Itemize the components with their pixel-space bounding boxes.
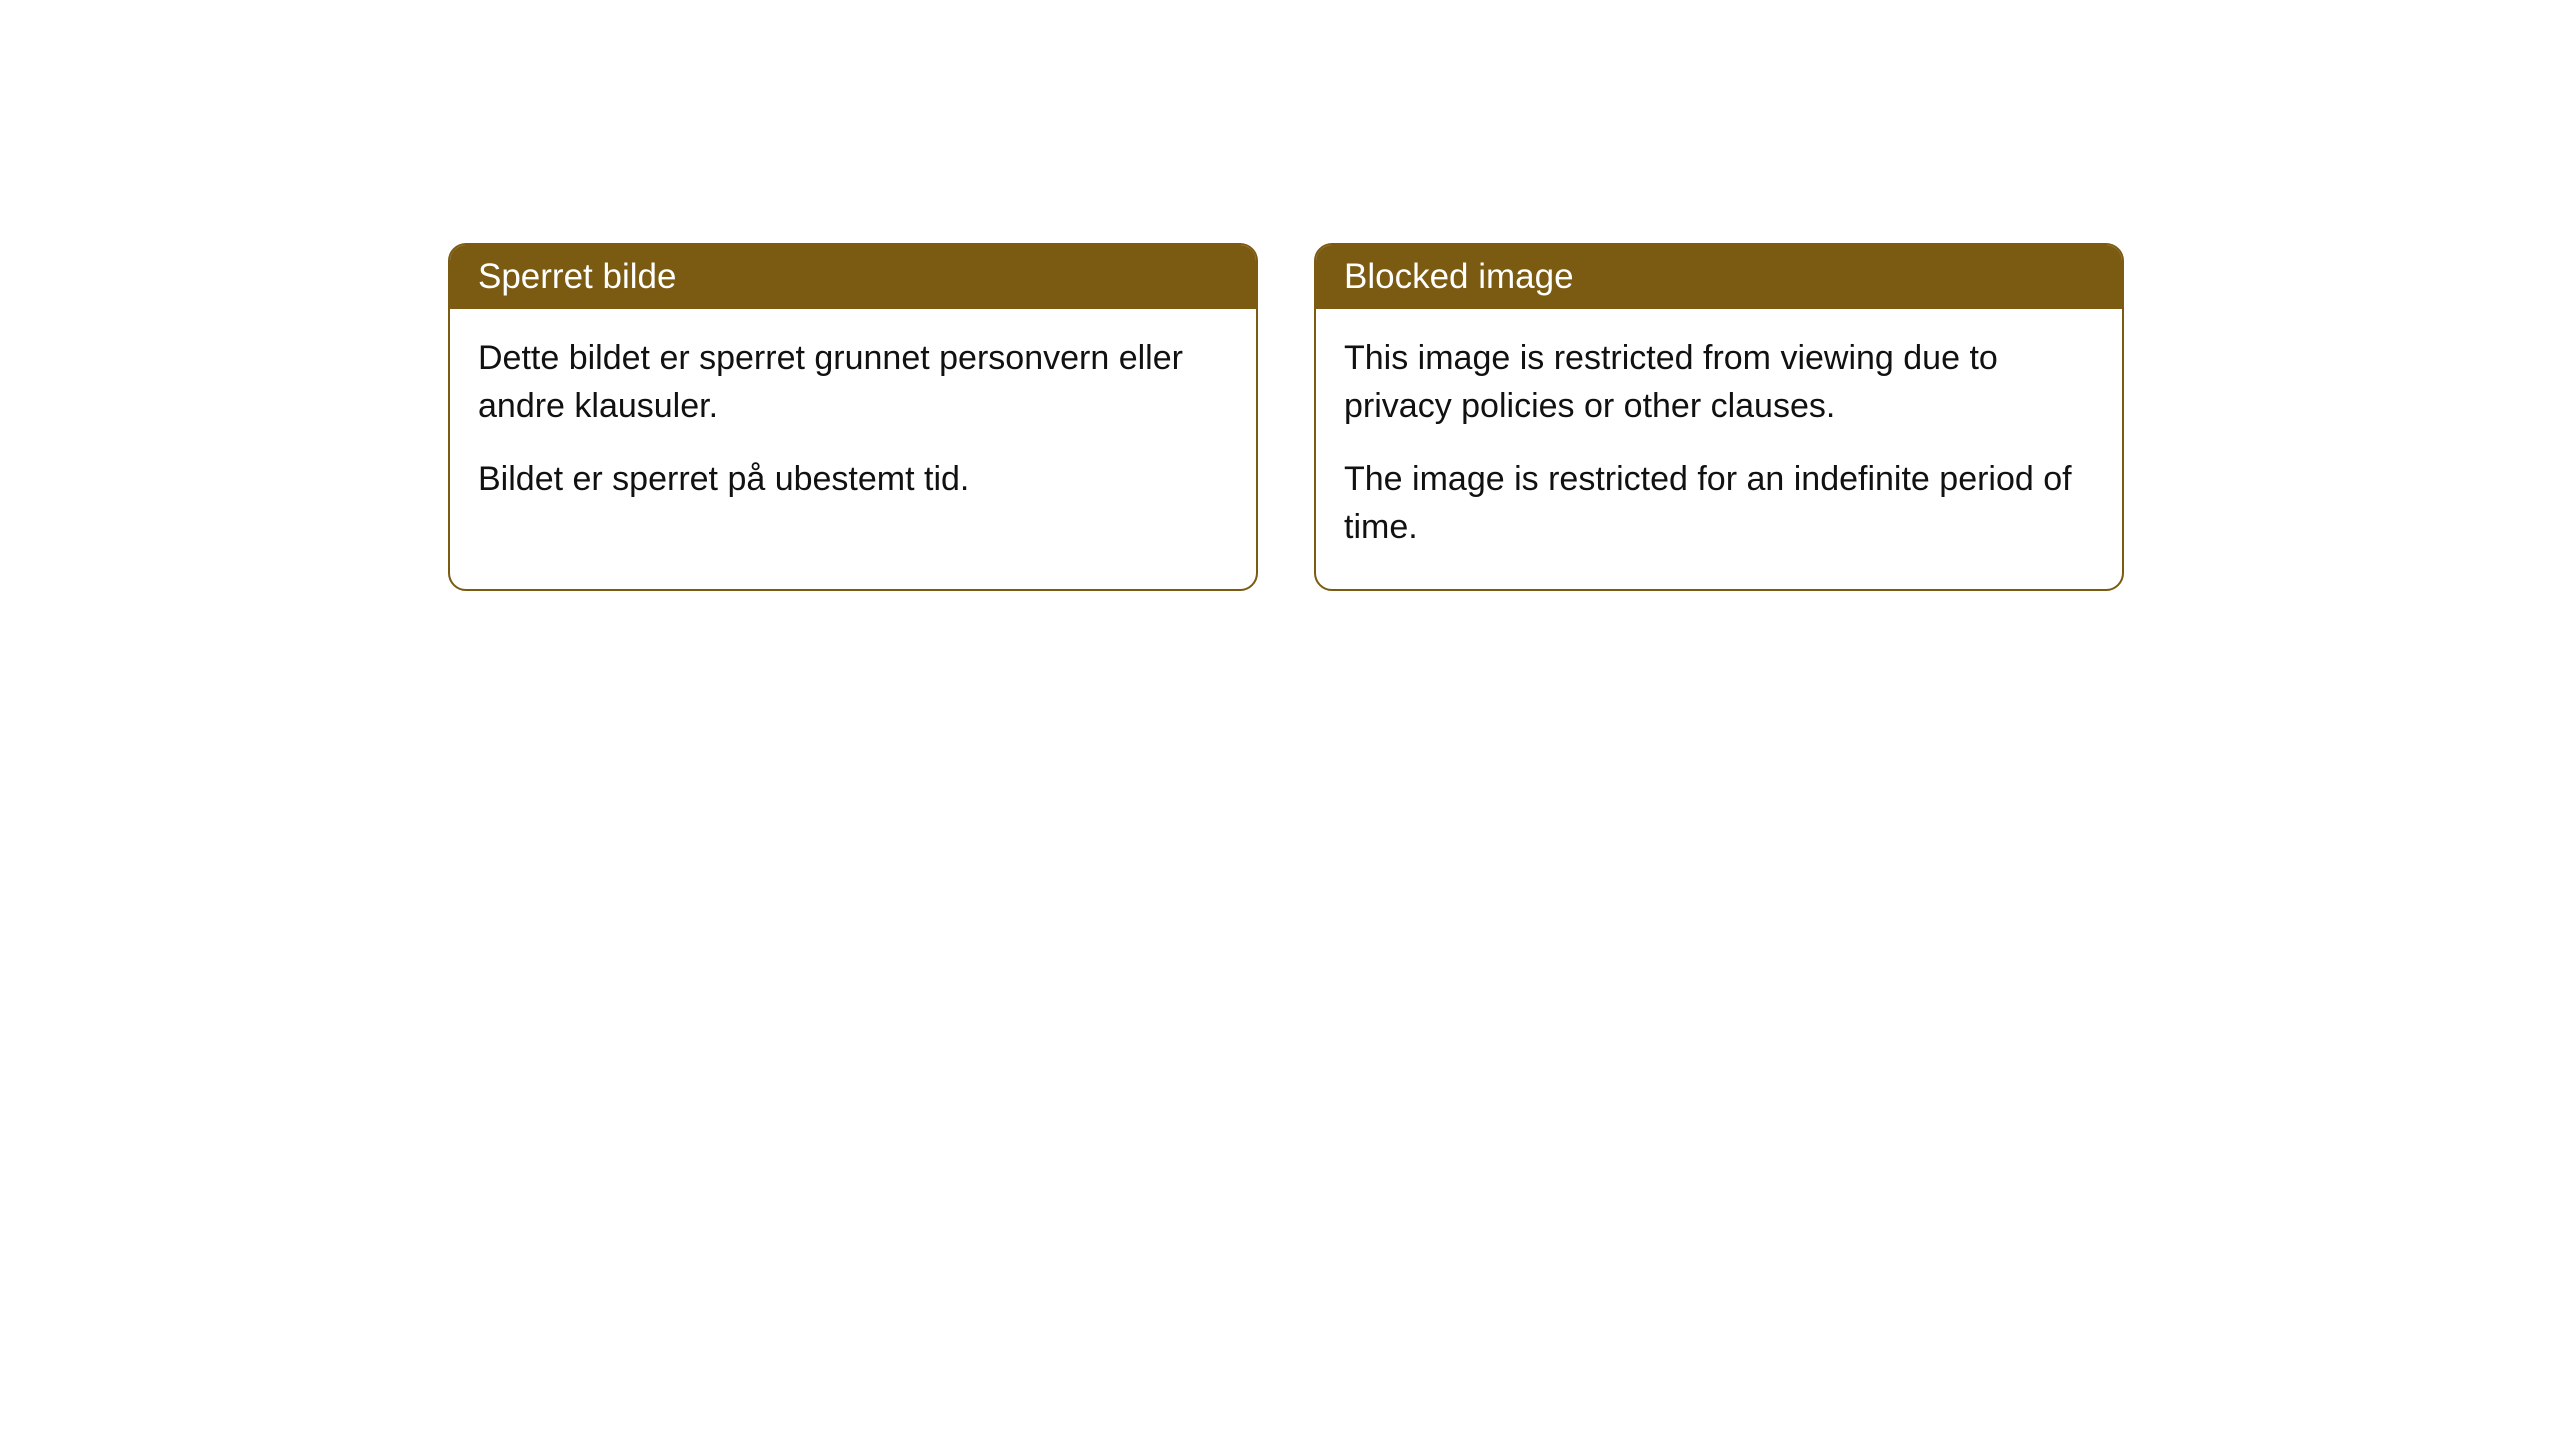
card-paragraph-english-1: This image is restricted from viewing du…: [1344, 335, 2094, 430]
card-paragraph-english-2: The image is restricted for an indefinit…: [1344, 456, 2094, 551]
card-paragraph-norwegian-2: Bildet er sperret på ubestemt tid.: [478, 456, 1228, 504]
card-body-english: This image is restricted from viewing du…: [1316, 309, 2122, 589]
card-body-norwegian: Dette bildet er sperret grunnet personve…: [450, 309, 1256, 542]
notice-container: Sperret bilde Dette bildet er sperret gr…: [448, 243, 2124, 591]
card-header-english: Blocked image: [1316, 245, 2122, 309]
card-title-norwegian: Sperret bilde: [478, 257, 676, 296]
notice-card-english: Blocked image This image is restricted f…: [1314, 243, 2124, 591]
card-header-norwegian: Sperret bilde: [450, 245, 1256, 309]
card-title-english: Blocked image: [1344, 257, 1574, 296]
card-paragraph-norwegian-1: Dette bildet er sperret grunnet personve…: [478, 335, 1228, 430]
notice-card-norwegian: Sperret bilde Dette bildet er sperret gr…: [448, 243, 1258, 591]
